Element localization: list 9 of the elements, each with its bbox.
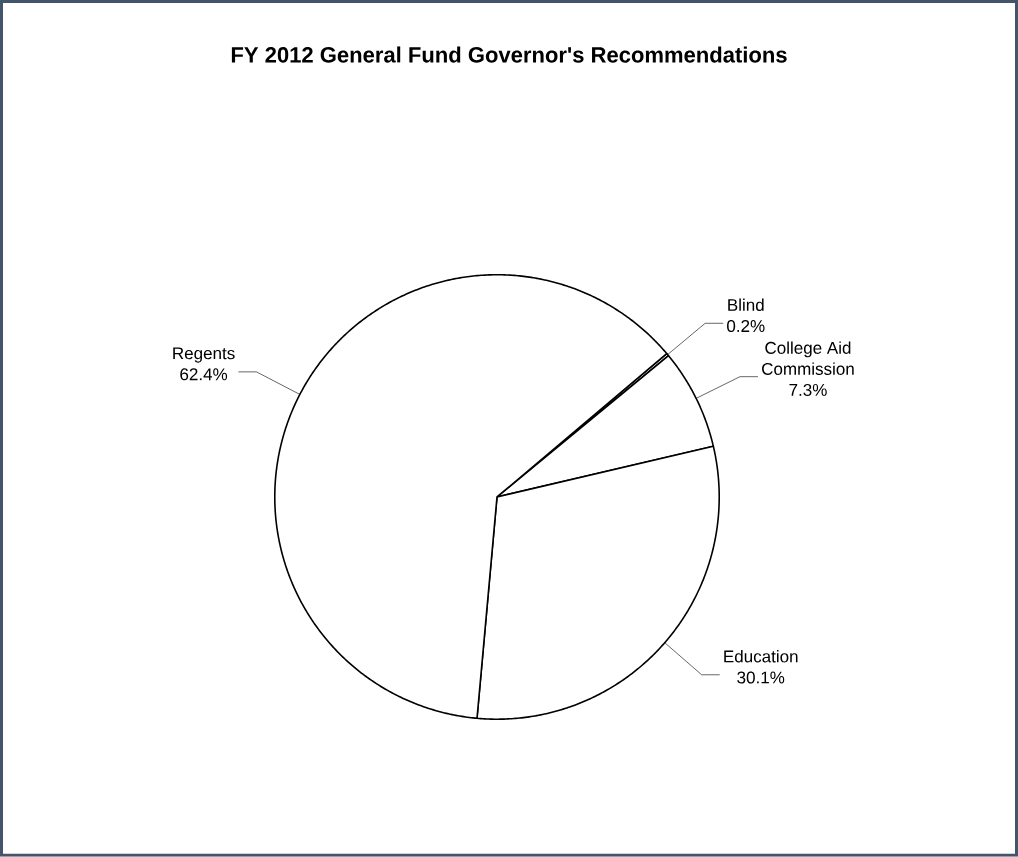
slice-label: Regents: [173, 347, 235, 363]
slice-label: Blind: [728, 298, 764, 312]
chart-title: FY 2012 General Fund Governor's Recommendations: [231, 46, 787, 63]
data-label: 30.1%: [737, 671, 785, 684]
slice-label: College Aid Commission: [762, 341, 854, 376]
data-label: 7.3%: [789, 383, 827, 397]
data-label: 62.4%: [180, 368, 228, 381]
data-label: 0.2%: [727, 320, 765, 333]
slice-label: Education: [724, 650, 798, 663]
